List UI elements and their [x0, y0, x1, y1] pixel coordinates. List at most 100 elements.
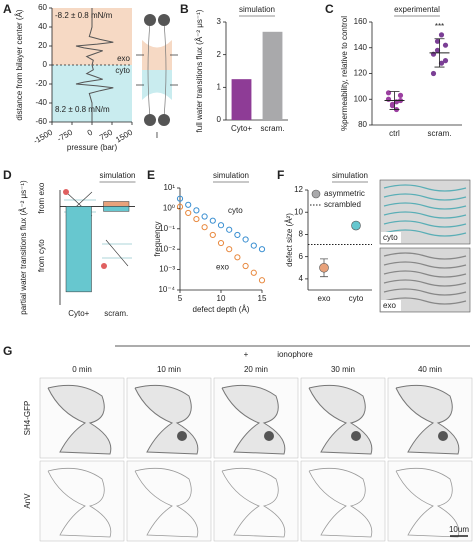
panel-title: simulation: [99, 171, 135, 180]
data-point: [250, 269, 257, 276]
bar: [103, 206, 130, 212]
scale-bar-label: 10um: [449, 525, 469, 534]
panel-label: A: [3, 2, 12, 16]
panel-label: F: [277, 168, 284, 182]
y-tick-label: 140: [354, 43, 368, 52]
data-point: [201, 224, 208, 231]
y-tick-label: 8: [299, 230, 304, 239]
data-point: [185, 209, 192, 217]
bar: [231, 79, 252, 120]
x-tick-label: scram.: [104, 309, 128, 318]
y-axis-label: full water transitions flux (Å⁻² μs⁻¹): [195, 9, 204, 132]
micrograph: [213, 460, 299, 542]
bar: [103, 201, 130, 207]
panel-label: G: [3, 344, 12, 358]
panel-label: C: [325, 2, 334, 16]
membrane-diagram: [136, 14, 178, 126]
data-point: [209, 217, 216, 224]
snapshot-texture: [383, 252, 467, 260]
cell-spot: [438, 431, 448, 441]
y-tick-label: 120: [354, 69, 368, 78]
timepoint-label: 30 min: [331, 365, 355, 374]
y-axis-label: defect size (Å²): [285, 213, 294, 267]
y-tick-label: 20: [38, 41, 47, 50]
y-tick-label: 10⁻¹: [159, 224, 175, 233]
y-tick-label: 10⁻⁴: [158, 285, 175, 294]
timepoint-label: 10 min: [157, 365, 181, 374]
snapshot-texture: [383, 288, 467, 296]
y-tick-label: 0: [43, 60, 48, 69]
treatment-sign: +: [244, 350, 249, 359]
y-tick-label: 160: [354, 17, 368, 26]
legend-label: asymmetric: [324, 189, 365, 198]
error-bar: [389, 91, 400, 110]
y-tick-label: 10: [294, 207, 303, 216]
cell-spot: [177, 431, 187, 441]
cell-outline: [395, 467, 460, 538]
x-tick-label: 1500: [114, 127, 134, 144]
data-point: [442, 42, 449, 48]
cell-outline: [47, 467, 112, 538]
cell-outline: [221, 467, 286, 538]
x-tick-label: scram.: [428, 129, 452, 138]
series-label: exo: [216, 262, 229, 271]
x-tick-label: exo: [318, 294, 331, 303]
treatment: ionophore: [277, 350, 313, 359]
pressure-profile: [75, 8, 114, 122]
y-tick-label: 40: [38, 22, 47, 31]
data-point: [217, 239, 225, 247]
y-tick-label: 12: [294, 185, 303, 194]
data-point: [442, 58, 449, 64]
data-point: [258, 277, 266, 284]
data-point: [176, 203, 184, 210]
y-axis-label: frequency: [153, 221, 162, 256]
x-tick-label: 0: [86, 127, 95, 137]
x-tick-label: -750: [56, 127, 75, 143]
data-point: [226, 246, 233, 253]
y-tick-label: 100: [354, 94, 368, 103]
annotation: -8.2 ± 0.8 mN/m: [55, 11, 113, 20]
row-label: AnV: [23, 493, 32, 509]
data-point: [385, 90, 392, 96]
annotation: exo: [117, 54, 130, 63]
x-tick-label: -1500: [32, 127, 55, 145]
x-tick-label: 10: [217, 294, 226, 303]
x-axis-label: defect depth (Å): [193, 305, 250, 314]
y-tick-label: 10¹: [163, 183, 175, 192]
bar: [65, 206, 92, 293]
x-tick-label: Cyto+: [68, 309, 89, 318]
snapshot-texture: [383, 184, 467, 192]
data-point: [351, 220, 361, 231]
data-point: [201, 213, 208, 220]
row-label: SH4-GFP: [23, 401, 32, 436]
data-point: [234, 254, 241, 261]
x-tick-label: 750: [98, 127, 115, 142]
micrograph: [300, 460, 386, 542]
snapshot-texture: [383, 297, 467, 305]
cell-outline: [308, 467, 373, 538]
cell-outline: [134, 467, 199, 538]
data-point: [209, 231, 216, 239]
x-tick-label: ctrl: [389, 129, 400, 138]
data-point: [319, 262, 329, 273]
series-label: cyto: [228, 206, 243, 215]
x-tick-label: 5: [178, 294, 183, 303]
x-tick-label: cyto: [349, 294, 364, 303]
data-point: [193, 215, 200, 223]
snapshot-texture: [383, 202, 467, 210]
data-point: [176, 195, 184, 202]
snapshot-texture: [383, 279, 467, 287]
legend-marker: [311, 189, 321, 199]
cell-outline: [47, 384, 112, 455]
snapshot-label: exo: [383, 301, 396, 310]
data-point: [430, 70, 437, 77]
y-tick-label: 1: [217, 82, 222, 91]
y-axis-label: %permeability, relative to control: [340, 16, 349, 131]
y-axis-label: distance from bilayer center (Å): [15, 9, 24, 120]
panel-label: D: [3, 168, 12, 182]
snapshot-label: cyto: [383, 233, 398, 242]
data-point: [217, 222, 225, 229]
snapshot-tag: [381, 232, 401, 243]
error-bar: [434, 38, 445, 68]
